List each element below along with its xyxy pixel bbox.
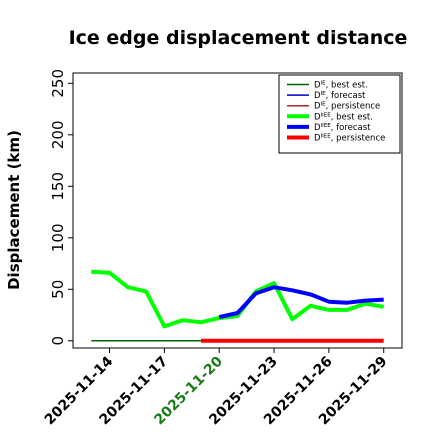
x-axis: 2025-11-142025-11-172025-11-202025-11-23… xyxy=(42,348,391,428)
series-line-iiee-forecast xyxy=(218,285,384,320)
y-tick-label: 200 xyxy=(49,120,67,149)
y-tick-label: 100 xyxy=(49,223,67,252)
legend-item-ie-forecast: DIE, forecast xyxy=(287,91,366,101)
y-axis-label: Displacement (km) xyxy=(5,130,23,290)
legend-label: DIIEE, persistence xyxy=(314,134,385,144)
chart-title: Ice edge displacement distance xyxy=(69,27,408,49)
legend-label: DIE, persistence xyxy=(314,102,380,112)
legend-label: DIIEE, forecast xyxy=(314,123,371,133)
y-axis: 0 50 100 150 200 250 xyxy=(49,69,73,346)
legend-box xyxy=(278,74,401,154)
legend-label: DIIEE, best est. xyxy=(314,112,373,122)
plot-area xyxy=(72,72,403,349)
legend-item-ie-best: DIE, best est. xyxy=(287,81,368,91)
legend-item-iiee-persistence: DIIEE, persistence xyxy=(287,134,385,144)
y-tick-label: 250 xyxy=(49,69,67,98)
y-tick-label: 0 xyxy=(49,336,67,346)
series-line-iiee-best xyxy=(91,269,385,329)
legend-item-ie-persistence: DIE, persistence xyxy=(287,102,380,112)
legend-item-iiee-forecast: DIIEE, forecast xyxy=(287,123,371,133)
series-layer xyxy=(91,269,385,343)
y-tick-label: 150 xyxy=(49,172,67,201)
legend-label: DIE, forecast xyxy=(314,91,366,101)
legend-item-iiee-best: DIIEE, best est. xyxy=(287,112,373,122)
y-tick-label: 50 xyxy=(49,280,67,299)
legend-label: DIE, best est. xyxy=(314,81,368,91)
